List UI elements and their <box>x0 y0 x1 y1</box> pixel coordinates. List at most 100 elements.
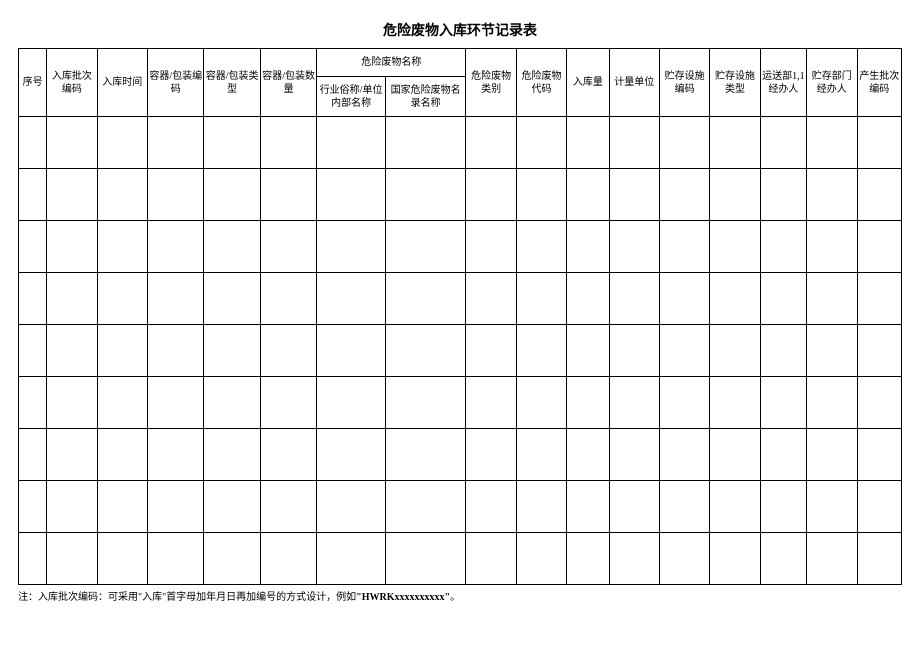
table-row <box>19 377 902 429</box>
table-cell <box>204 429 260 481</box>
table-cell <box>710 429 760 481</box>
table-cell <box>609 273 659 325</box>
table-cell <box>260 325 316 377</box>
col-gen-batch: 产生批次编码 <box>857 49 902 117</box>
col-waste-category: 危险废物类别 <box>466 49 516 117</box>
table-cell <box>466 117 516 169</box>
table-cell <box>516 377 566 429</box>
table-cell <box>47 377 97 429</box>
table-cell <box>710 117 760 169</box>
table-cell <box>857 429 902 481</box>
table-cell <box>807 429 857 481</box>
col-storage-person: 贮存部门经办人 <box>807 49 857 117</box>
table-cell <box>148 533 204 585</box>
table-cell <box>19 429 47 481</box>
table-cell <box>567 377 609 429</box>
footnote-code: "HWRKxxxxxxxxxx" <box>356 592 450 603</box>
table-cell <box>567 117 609 169</box>
table-row <box>19 169 902 221</box>
table-cell <box>385 117 466 169</box>
record-table: 序号 入库批次编码 入库时间 容器/包装编码 容器/包装类型 容器/包装数量 危… <box>18 48 902 585</box>
table-cell <box>97 221 147 273</box>
table-cell <box>857 221 902 273</box>
footnote: 注：入库批次编码：可采用"入库"首字母加年月日再加编号的方式设计，例如"HWRK… <box>18 591 902 605</box>
table-cell <box>659 221 709 273</box>
table-cell <box>19 221 47 273</box>
table-cell <box>148 169 204 221</box>
table-cell <box>260 169 316 221</box>
col-container-qty: 容器/包装数量 <box>260 49 316 117</box>
col-transport-person: 运送部1,1经办人 <box>760 49 806 117</box>
header-row-1: 序号 入库批次编码 入库时间 容器/包装编码 容器/包装类型 容器/包装数量 危… <box>19 49 902 77</box>
table-cell <box>317 429 386 481</box>
table-cell <box>609 429 659 481</box>
table-cell <box>260 377 316 429</box>
table-cell <box>857 117 902 169</box>
table-cell <box>807 533 857 585</box>
table-cell <box>466 481 516 533</box>
table-cell <box>385 429 466 481</box>
table-cell <box>760 377 806 429</box>
table-row <box>19 429 902 481</box>
table-cell <box>204 169 260 221</box>
col-unit: 计量单位 <box>609 49 659 117</box>
table-cell <box>19 377 47 429</box>
table-cell <box>260 273 316 325</box>
table-cell <box>857 533 902 585</box>
table-cell <box>659 169 709 221</box>
table-cell <box>567 429 609 481</box>
col-seq: 序号 <box>19 49 47 117</box>
table-cell <box>807 481 857 533</box>
table-cell <box>567 169 609 221</box>
table-cell <box>97 273 147 325</box>
table-cell <box>466 377 516 429</box>
table-cell <box>466 169 516 221</box>
table-row <box>19 273 902 325</box>
table-cell <box>857 481 902 533</box>
table-cell <box>47 533 97 585</box>
table-cell <box>807 117 857 169</box>
table-cell <box>385 325 466 377</box>
table-cell <box>260 533 316 585</box>
table-cell <box>385 533 466 585</box>
table-cell <box>47 325 97 377</box>
table-cell <box>317 533 386 585</box>
table-cell <box>659 429 709 481</box>
table-cell <box>760 117 806 169</box>
table-cell <box>710 273 760 325</box>
table-cell <box>317 169 386 221</box>
table-cell <box>760 429 806 481</box>
table-cell <box>857 377 902 429</box>
table-cell <box>609 533 659 585</box>
table-cell <box>47 221 97 273</box>
table-cell <box>710 221 760 273</box>
table-cell <box>609 377 659 429</box>
table-cell <box>807 169 857 221</box>
table-cell <box>516 481 566 533</box>
table-cell <box>807 377 857 429</box>
table-cell <box>317 377 386 429</box>
table-row <box>19 117 902 169</box>
table-cell <box>97 377 147 429</box>
col-container-code: 容器/包装编码 <box>148 49 204 117</box>
col-time: 入库时间 <box>97 49 147 117</box>
table-cell <box>19 481 47 533</box>
table-cell <box>97 325 147 377</box>
table-cell <box>148 273 204 325</box>
table-cell <box>857 325 902 377</box>
table-body <box>19 117 902 585</box>
table-cell <box>516 117 566 169</box>
table-cell <box>659 325 709 377</box>
table-cell <box>516 221 566 273</box>
page-title: 危险废物入库环节记录表 <box>18 20 902 40</box>
table-cell <box>466 429 516 481</box>
table-cell <box>710 533 760 585</box>
table-cell <box>385 169 466 221</box>
table-cell <box>317 273 386 325</box>
col-storage-code: 贮存设施编码 <box>659 49 709 117</box>
table-row <box>19 325 902 377</box>
table-cell <box>857 169 902 221</box>
table-cell <box>760 325 806 377</box>
table-cell <box>47 481 97 533</box>
table-cell <box>466 533 516 585</box>
